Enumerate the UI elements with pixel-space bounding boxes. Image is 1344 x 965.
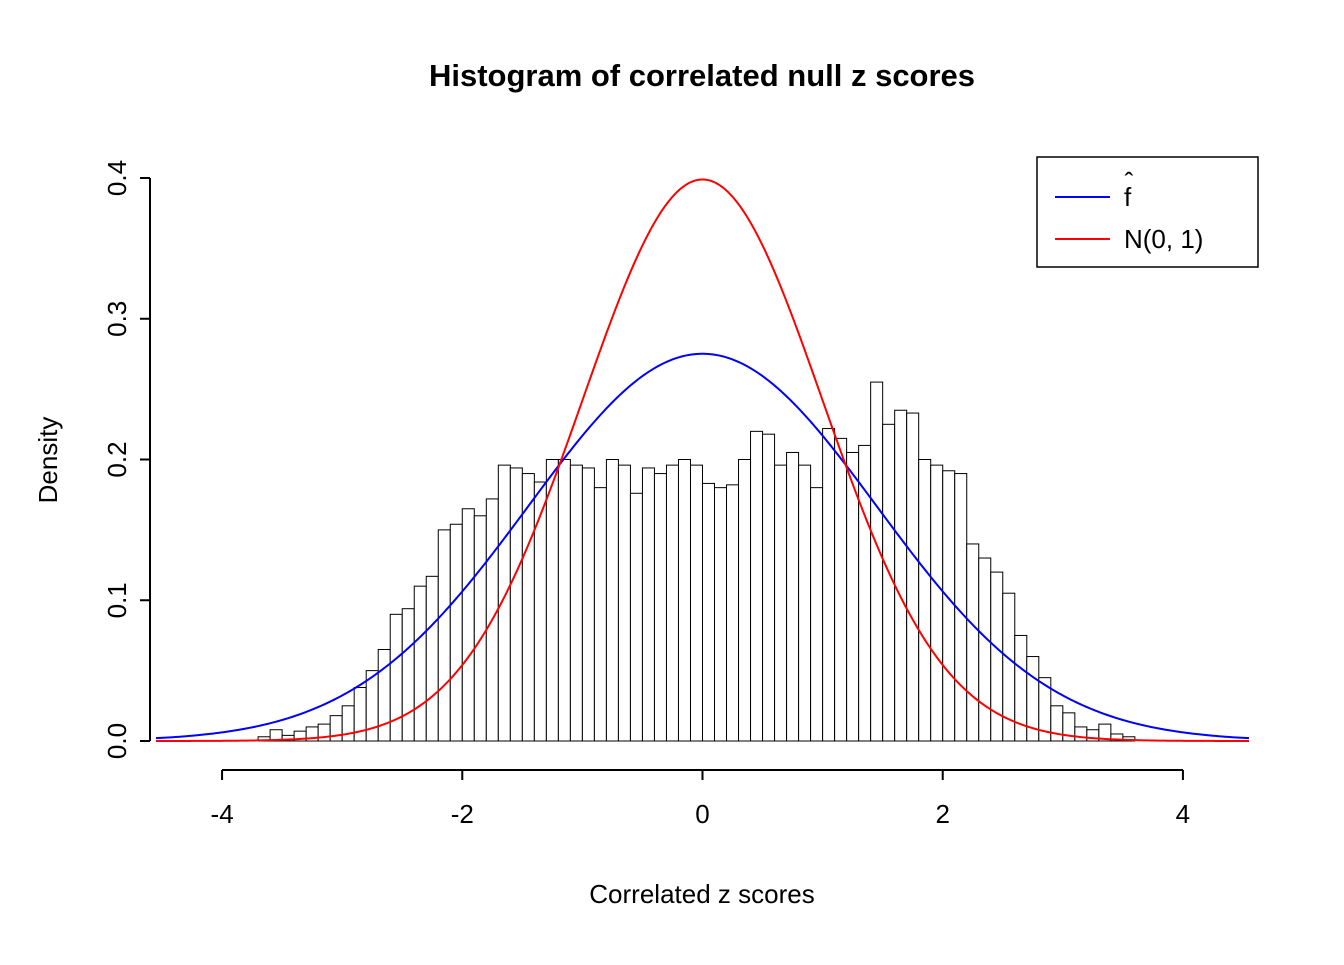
histogram-bar xyxy=(894,409,908,742)
x-tick-label: -2 xyxy=(451,799,474,829)
y-tick-label: 0.3 xyxy=(102,301,132,337)
histogram-bar xyxy=(702,482,716,742)
y-tick-label: 0.1 xyxy=(102,582,132,618)
histogram-bar xyxy=(365,670,379,742)
histogram-bar xyxy=(521,473,535,742)
curve-normal xyxy=(156,178,1249,742)
histogram-bar xyxy=(341,705,355,742)
x-tick-label: -4 xyxy=(211,799,234,829)
histogram-bar xyxy=(1050,705,1064,742)
histogram-bar xyxy=(714,487,728,742)
histogram-bar xyxy=(377,649,391,742)
histogram-bar xyxy=(413,585,427,742)
x-tick-label: 4 xyxy=(1176,799,1190,829)
histogram-bar xyxy=(581,467,595,742)
histogram-bars xyxy=(257,381,1136,742)
y-tick-label: 0.4 xyxy=(102,160,132,196)
histogram-bar xyxy=(653,473,667,742)
histogram-bar xyxy=(726,484,740,742)
histogram-bar xyxy=(533,481,547,742)
histogram-bar xyxy=(509,467,523,742)
histogram-bar xyxy=(641,467,655,742)
histogram-bar xyxy=(786,451,800,742)
histogram-bar xyxy=(545,459,559,742)
histogram-bar xyxy=(870,381,884,742)
curve-f-hat xyxy=(155,352,1250,740)
histogram-bar xyxy=(557,459,571,742)
histogram-bar xyxy=(774,464,788,742)
x-axis-label: Correlated z scores xyxy=(589,879,814,909)
histogram-bar xyxy=(918,459,932,742)
histogram-bar xyxy=(401,608,415,742)
histogram-bar xyxy=(966,543,980,742)
histogram-bar xyxy=(810,487,824,742)
density-curves xyxy=(155,178,1250,742)
histogram-bar xyxy=(593,487,607,742)
histogram-bar xyxy=(605,459,619,742)
legend-label-hat: ˆ xyxy=(1125,167,1134,197)
chart-title: Histogram of correlated null z scores xyxy=(429,58,975,93)
histogram-bar xyxy=(437,529,451,742)
histogram-bar xyxy=(1098,723,1112,742)
legend-label: N(0, 1) xyxy=(1124,224,1203,254)
histogram-bar xyxy=(738,459,752,742)
histogram-bar xyxy=(822,428,836,742)
y-tick-label: 0.0 xyxy=(102,723,132,759)
histogram-bar xyxy=(629,492,643,742)
y-tick-label: 0.2 xyxy=(102,441,132,477)
x-tick-label: 2 xyxy=(935,799,949,829)
histogram-bar xyxy=(425,575,439,742)
histogram-bar xyxy=(689,464,703,742)
x-tick-label: 0 xyxy=(695,799,709,829)
histogram-bar xyxy=(665,464,679,742)
histogram-bar xyxy=(617,464,631,742)
histogram-bar xyxy=(677,459,691,742)
histogram-bar xyxy=(834,437,848,742)
histogram-bar xyxy=(930,464,944,742)
histogram-bar xyxy=(978,557,992,742)
histogram-bar xyxy=(461,508,475,742)
histogram-bar xyxy=(569,464,583,742)
legend-label: f xyxy=(1124,182,1132,212)
histogram-bar xyxy=(1074,726,1088,742)
histogram-bar xyxy=(329,715,343,742)
histogram-bar xyxy=(906,412,920,742)
axes: 0.0 0.1 0.2 0.3 0.4 -4 -2 0 2 4 xyxy=(102,160,1190,829)
histogram-bar xyxy=(762,433,776,742)
histogram-bar xyxy=(473,515,487,742)
y-axis-label: Density xyxy=(33,417,63,504)
legend: fˆ N(0, 1) xyxy=(1036,156,1259,268)
histogram-bar xyxy=(750,430,764,742)
histogram-bar xyxy=(942,470,956,742)
histogram-bar xyxy=(449,523,463,742)
legend-box xyxy=(1036,156,1259,268)
histogram-bar xyxy=(798,464,812,742)
